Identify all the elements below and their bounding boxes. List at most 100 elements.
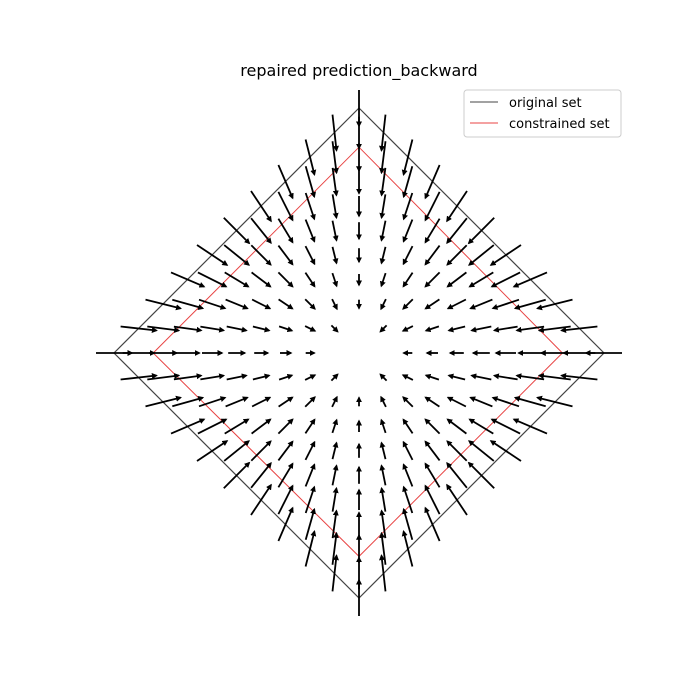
vector-arrow xyxy=(425,272,439,286)
vector-arrow xyxy=(305,375,315,380)
legend-label-original-set: original set xyxy=(509,96,582,111)
vector-arrow xyxy=(382,247,386,263)
vector-arrow xyxy=(305,420,314,434)
vector-arrow xyxy=(306,465,315,487)
vector-arrow xyxy=(449,327,465,331)
vector-arrow xyxy=(425,508,439,541)
vector-arrow xyxy=(333,443,337,459)
vector-arrow xyxy=(332,397,337,407)
vector-arrow xyxy=(472,327,492,331)
vector-arrow xyxy=(447,485,467,515)
vector-arrow xyxy=(381,420,385,433)
vector-arrow xyxy=(171,272,204,286)
vector-arrow xyxy=(447,218,467,243)
vector-arrow xyxy=(492,419,520,433)
vector-arrow xyxy=(224,245,249,265)
vector-arrow xyxy=(278,246,292,265)
vector-arrow xyxy=(252,398,270,407)
vector-arrow xyxy=(382,194,386,217)
vector-arrow xyxy=(494,327,517,331)
vector-arrow xyxy=(491,441,521,461)
vector-arrow xyxy=(278,442,292,461)
vector-arrow xyxy=(252,419,271,433)
vector-arrow xyxy=(332,420,336,433)
vector-arrow xyxy=(403,420,412,434)
vector-arrow xyxy=(426,326,439,330)
vector-arrow xyxy=(494,376,517,380)
vector-arrow xyxy=(333,194,337,217)
vector-arrow xyxy=(305,397,315,407)
vector-arrow xyxy=(253,327,269,331)
vector-arrow xyxy=(403,326,413,331)
vector-arrow xyxy=(425,246,439,265)
vector-arrow xyxy=(279,326,292,330)
vector-arrow xyxy=(251,191,271,221)
vector-arrow xyxy=(226,300,248,309)
vector-arrow xyxy=(448,419,467,433)
vector-field xyxy=(96,90,622,616)
vector-arrow xyxy=(198,419,226,433)
vector-arrow xyxy=(278,272,292,286)
vector-arrow xyxy=(381,273,385,286)
vector-arrow xyxy=(332,273,336,286)
vector-arrow xyxy=(251,485,271,515)
vector-arrow xyxy=(225,272,249,286)
vector-arrow xyxy=(403,397,413,407)
vector-arrow xyxy=(333,221,337,241)
vector-arrow xyxy=(333,488,337,511)
vector-arrow xyxy=(251,463,271,488)
vector-arrow xyxy=(380,374,386,380)
vector-arrow xyxy=(469,441,494,461)
vector-arrow xyxy=(404,465,413,487)
vector-arrow xyxy=(306,487,315,513)
vector-arrow xyxy=(447,463,467,488)
vector-arrow xyxy=(278,419,292,433)
vector-arrow xyxy=(426,299,440,308)
vector-arrow xyxy=(278,165,292,198)
vector-arrow xyxy=(279,375,292,379)
vector-arrow xyxy=(404,246,413,264)
vector-arrow xyxy=(404,487,413,513)
vector-arrow xyxy=(382,488,386,511)
vector-arrow xyxy=(403,273,412,287)
vector-arrow xyxy=(425,442,439,461)
vector-arrow xyxy=(226,398,248,407)
vector-arrow xyxy=(381,299,386,309)
vector-arrow xyxy=(471,300,493,309)
vector-arrow xyxy=(305,299,315,309)
vector-arrow xyxy=(514,419,547,433)
vector-arrow xyxy=(493,398,519,407)
vector-arrow xyxy=(493,300,519,309)
vector-arrow xyxy=(251,441,270,460)
vector-arrow xyxy=(278,508,292,541)
vector-arrow xyxy=(403,375,413,380)
vector-arrow xyxy=(514,272,547,286)
vector-arrow xyxy=(332,299,337,309)
vector-arrow xyxy=(381,397,386,407)
vector-arrow xyxy=(491,245,521,265)
vector-arrow xyxy=(227,327,247,331)
vector-arrow xyxy=(449,376,465,380)
vector-arrow xyxy=(403,299,413,309)
vector-arrow xyxy=(472,376,492,380)
vector-arrow xyxy=(224,441,249,461)
vector-arrow xyxy=(333,466,337,486)
vector-arrow xyxy=(425,464,439,488)
vector-arrow xyxy=(382,466,386,486)
vector-arrow xyxy=(197,441,227,461)
vector-arrow xyxy=(278,192,292,220)
vector-arrow xyxy=(200,376,223,380)
vector-arrow xyxy=(252,300,270,309)
vector-arrow xyxy=(197,245,227,265)
vector-arrow xyxy=(305,326,315,331)
vector-arrow xyxy=(448,300,466,309)
vector-arrow xyxy=(426,397,440,406)
vector-arrow xyxy=(279,299,293,308)
legend-label-constrained-set: constrained set xyxy=(509,117,610,132)
vector-arrow xyxy=(306,246,315,264)
vector-arrow xyxy=(425,165,439,198)
vector-arrow xyxy=(448,398,466,407)
vector-arrow xyxy=(425,486,439,514)
vector-arrow xyxy=(404,220,413,242)
plot-area xyxy=(96,90,622,616)
